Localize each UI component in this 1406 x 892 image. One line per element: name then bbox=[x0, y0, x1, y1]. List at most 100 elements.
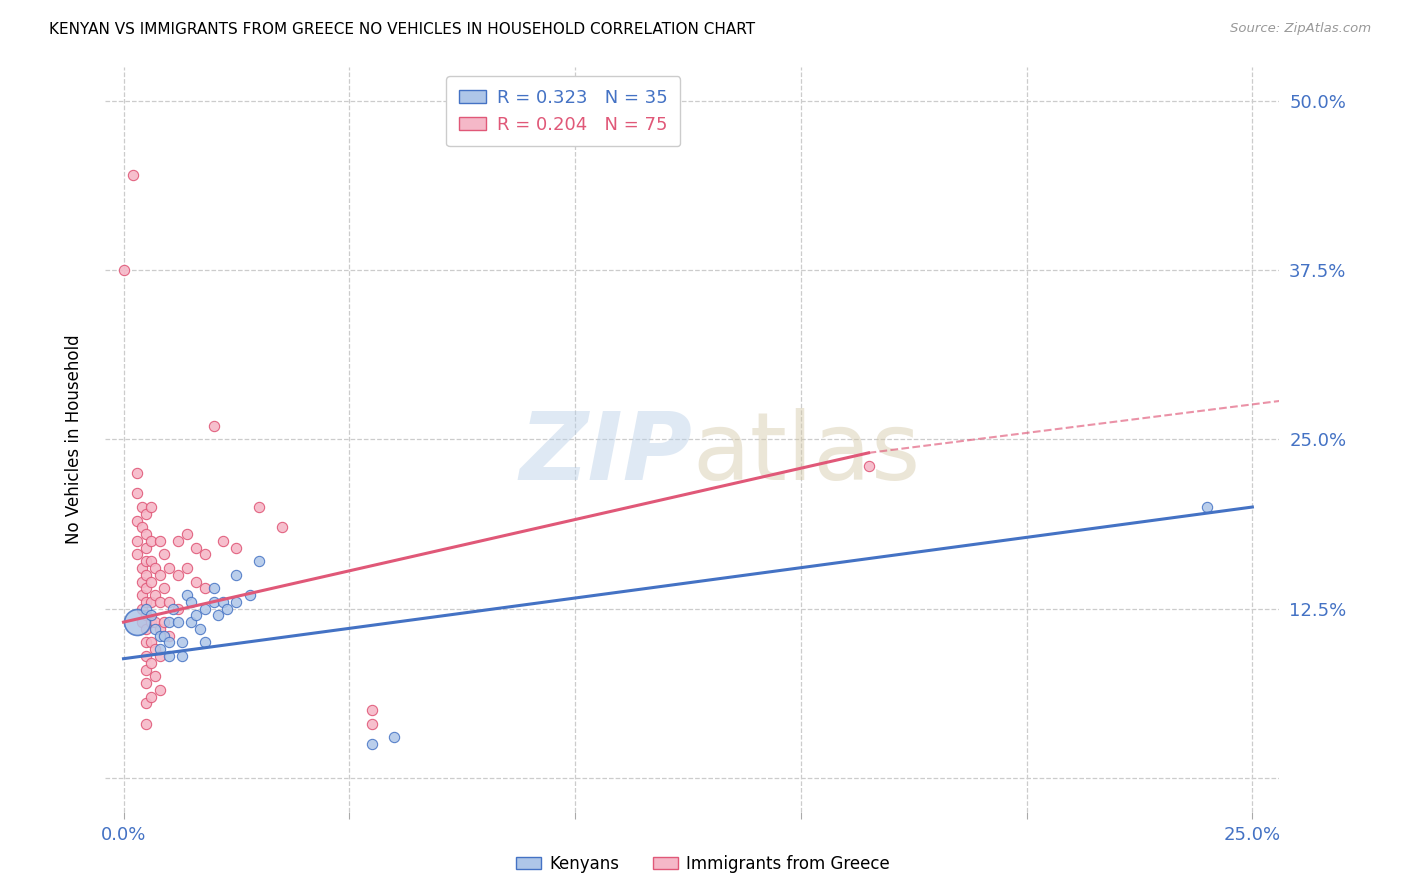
Point bbox=[125, 533, 148, 548]
Point bbox=[131, 574, 153, 589]
Point bbox=[149, 682, 172, 697]
Y-axis label: No Vehicles in Household: No Vehicles in Household bbox=[65, 334, 83, 544]
Point bbox=[225, 595, 247, 609]
Point bbox=[166, 533, 188, 548]
Point bbox=[194, 635, 217, 649]
Point bbox=[360, 737, 382, 751]
Point bbox=[143, 588, 166, 602]
Point bbox=[184, 574, 207, 589]
Point bbox=[139, 500, 162, 514]
Point bbox=[247, 500, 270, 514]
Point bbox=[162, 601, 184, 615]
Point bbox=[153, 615, 176, 629]
Point bbox=[135, 676, 157, 690]
Point bbox=[139, 533, 162, 548]
Point bbox=[135, 663, 157, 677]
Point bbox=[131, 561, 153, 575]
Point bbox=[135, 648, 157, 663]
Point bbox=[858, 459, 880, 474]
Point bbox=[143, 615, 166, 629]
Point bbox=[139, 635, 162, 649]
Point bbox=[131, 588, 153, 602]
Point bbox=[125, 486, 148, 500]
Point bbox=[157, 595, 180, 609]
Point bbox=[143, 669, 166, 683]
Point bbox=[184, 541, 207, 555]
Point bbox=[131, 615, 153, 629]
Point bbox=[180, 615, 202, 629]
Point bbox=[184, 608, 207, 623]
Point bbox=[139, 554, 162, 568]
Point bbox=[135, 541, 157, 555]
Point bbox=[180, 595, 202, 609]
Point bbox=[225, 541, 247, 555]
Point bbox=[225, 567, 247, 582]
Point bbox=[139, 615, 162, 629]
Point bbox=[157, 635, 180, 649]
Point bbox=[143, 642, 166, 657]
Point bbox=[135, 595, 157, 609]
Text: ZIP: ZIP bbox=[520, 409, 692, 500]
Point bbox=[217, 601, 239, 615]
Point bbox=[207, 608, 229, 623]
Point bbox=[139, 608, 162, 623]
Point bbox=[131, 520, 153, 534]
Point bbox=[360, 716, 382, 731]
Point bbox=[149, 629, 172, 643]
Point bbox=[121, 168, 143, 182]
Point bbox=[194, 548, 217, 562]
Text: atlas: atlas bbox=[692, 409, 921, 500]
Point bbox=[135, 716, 157, 731]
Point bbox=[211, 533, 233, 548]
Point bbox=[239, 588, 262, 602]
Point bbox=[202, 595, 225, 609]
Point bbox=[125, 615, 148, 629]
Point bbox=[135, 554, 157, 568]
Point bbox=[135, 608, 157, 623]
Point bbox=[194, 601, 217, 615]
Point bbox=[135, 697, 157, 711]
Point bbox=[153, 548, 176, 562]
Point bbox=[270, 520, 292, 534]
Point bbox=[149, 595, 172, 609]
Point bbox=[176, 588, 198, 602]
Point bbox=[202, 418, 225, 433]
Point bbox=[143, 622, 166, 636]
Point bbox=[194, 582, 217, 596]
Point bbox=[149, 622, 172, 636]
Point bbox=[135, 601, 157, 615]
Point bbox=[157, 561, 180, 575]
Point bbox=[172, 648, 194, 663]
Point bbox=[135, 635, 157, 649]
Point bbox=[112, 263, 135, 277]
Point bbox=[149, 648, 172, 663]
Point bbox=[157, 648, 180, 663]
Point bbox=[149, 533, 172, 548]
Point bbox=[135, 527, 157, 541]
Point bbox=[139, 690, 162, 704]
Point bbox=[166, 601, 188, 615]
Point bbox=[135, 567, 157, 582]
Point bbox=[135, 507, 157, 521]
Point bbox=[139, 656, 162, 670]
Point bbox=[172, 635, 194, 649]
Point bbox=[247, 554, 270, 568]
Text: KENYAN VS IMMIGRANTS FROM GREECE NO VEHICLES IN HOUSEHOLD CORRELATION CHART: KENYAN VS IMMIGRANTS FROM GREECE NO VEHI… bbox=[49, 22, 755, 37]
Point bbox=[211, 595, 233, 609]
Point bbox=[135, 622, 157, 636]
Legend: R = 0.323   N = 35, R = 0.204   N = 75: R = 0.323 N = 35, R = 0.204 N = 75 bbox=[446, 76, 681, 146]
Point bbox=[135, 582, 157, 596]
Point bbox=[153, 629, 176, 643]
Point bbox=[1197, 500, 1219, 514]
Point bbox=[131, 500, 153, 514]
Point bbox=[157, 629, 180, 643]
Point bbox=[125, 548, 148, 562]
Point bbox=[176, 527, 198, 541]
Point bbox=[131, 601, 153, 615]
Point bbox=[139, 574, 162, 589]
Point bbox=[188, 622, 211, 636]
Point bbox=[166, 615, 188, 629]
Point bbox=[166, 567, 188, 582]
Point bbox=[149, 567, 172, 582]
Point bbox=[125, 466, 148, 480]
